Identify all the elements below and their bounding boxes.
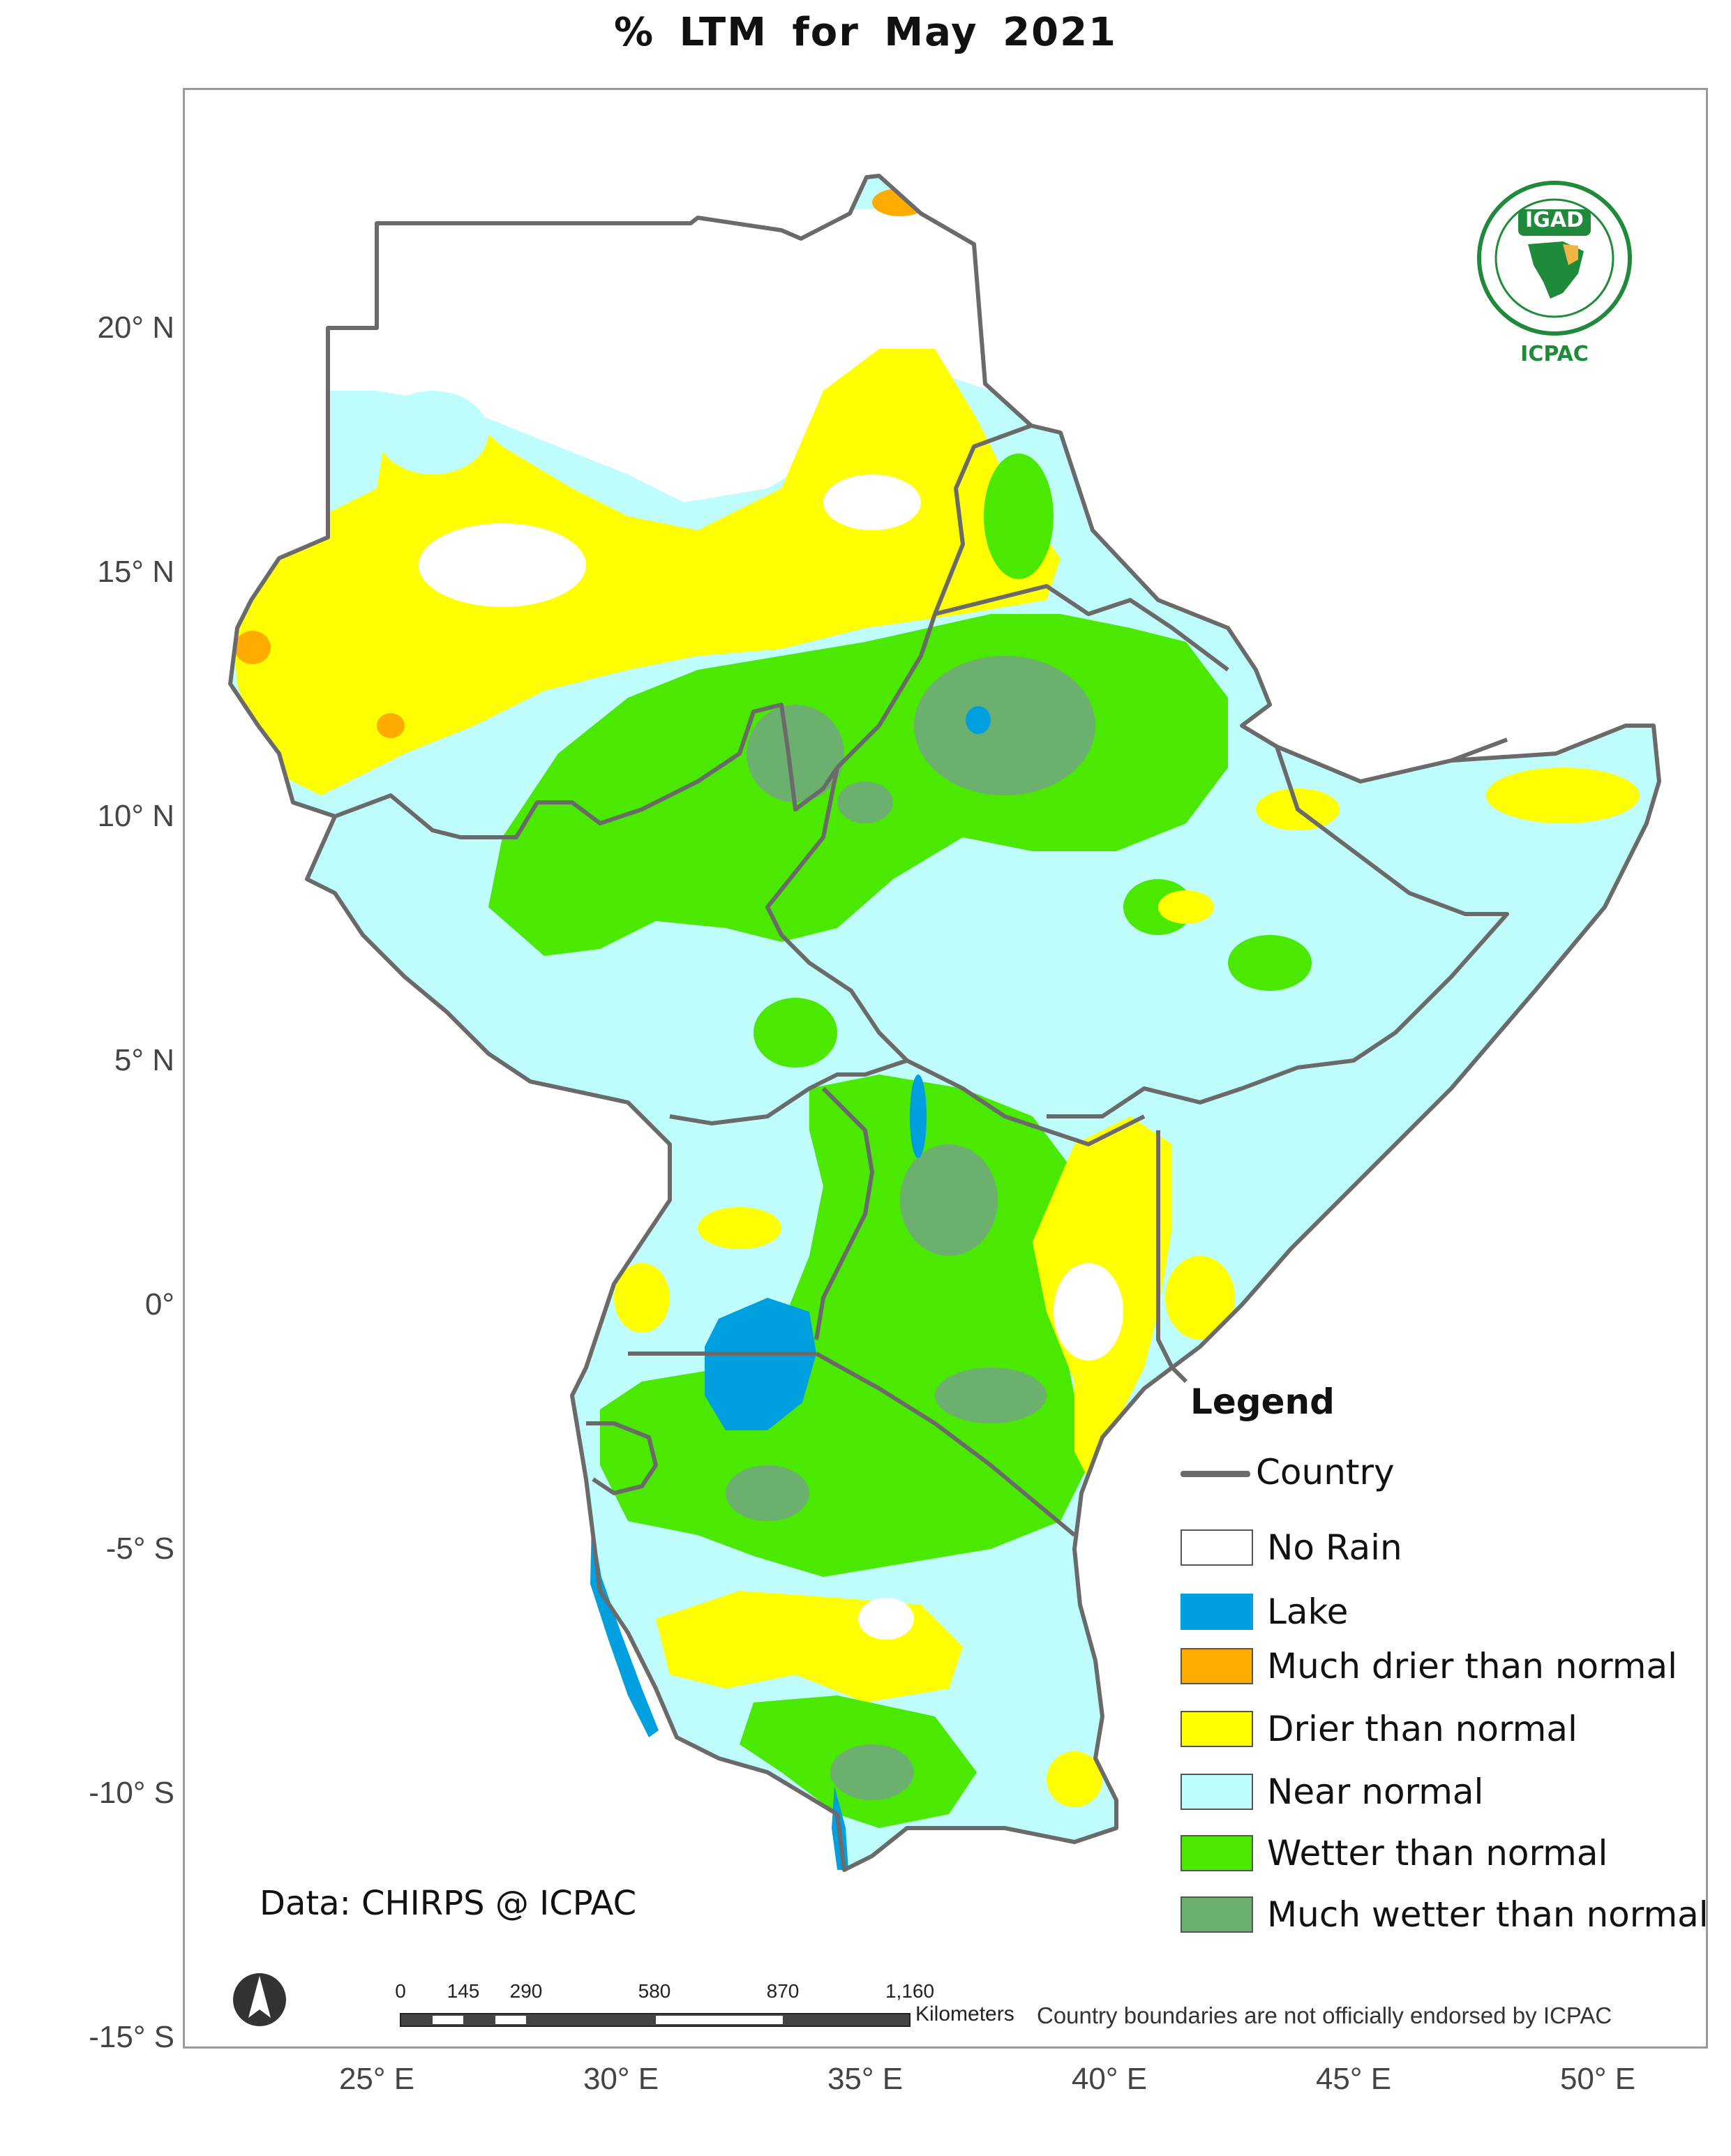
zone-near-normal-north [377, 391, 488, 474]
scale-tick: 1,160 [885, 1980, 935, 2002]
scale-tick: 290 [509, 1980, 543, 2002]
border-uganda-kenya [814, 1086, 874, 1340]
legend-swatch [1181, 1529, 1253, 1566]
zone-wetter-ethiopia-south [1228, 935, 1312, 991]
zone-much-wetter-sudan [747, 705, 844, 802]
border-rwanda-burundi [586, 1421, 658, 1495]
zone-drier-ethiopia [1158, 890, 1214, 924]
lon-label-50e: 50° E [1559, 2062, 1636, 2096]
lat-label-5s: -5° S [105, 1532, 174, 1566]
lat-label-15s: -15° S [89, 2020, 174, 2054]
north-arrow-icon [233, 1973, 286, 2026]
lon-label-40e: 40° E [1071, 2062, 1148, 2096]
scale-tick: 145 [447, 1980, 480, 2002]
zone-much-wetter-tanzania-s [830, 1744, 914, 1800]
legend-swatch [1181, 1594, 1253, 1630]
lon-label-35e: 35° E [827, 2062, 904, 2096]
legend-label: Wetter than normal [1267, 1833, 1608, 1873]
legend-label: Lake [1267, 1592, 1349, 1632]
legend-label: Country [1256, 1452, 1395, 1492]
border-ethiopia-somalia [1047, 746, 1509, 1118]
lat-label-0: 0° [144, 1287, 174, 1322]
zone-wetter-ss-south [754, 998, 837, 1068]
lake-turkana [910, 1075, 927, 1158]
border-south-sudan-uganda [669, 1058, 908, 1125]
lake-tanganyika [590, 1521, 659, 1737]
zone-drier-somalia-south [1165, 1256, 1235, 1340]
zone-no-rain-kenya [1054, 1263, 1123, 1361]
data-credit: Data: CHIRPS @ ICPAC [260, 1884, 637, 1923]
zone-wetter-eritrea [984, 454, 1054, 579]
legend-line-icon [1181, 1471, 1250, 1477]
border-ethiopia-kenya [906, 1058, 1146, 1146]
legend-label: Much drier than normal [1267, 1646, 1678, 1686]
lat-label-15n: 15° N [97, 555, 174, 589]
zone-much-wetter-ss [837, 781, 893, 823]
legend-swatch [1181, 1711, 1253, 1747]
lake-tana [966, 706, 991, 734]
legend-label: Much wetter than normal [1267, 1894, 1709, 1935]
legend-label: Near normal [1267, 1772, 1484, 1812]
border-sudan-ethiopia [835, 424, 1033, 770]
zone-drier-uganda [698, 1207, 781, 1249]
country-boundaries [228, 174, 1661, 1872]
legend-label: No Rain [1267, 1527, 1402, 1568]
border-sudan-south-sudan [334, 703, 839, 839]
zone-much-wetter-tanzania-c [726, 1465, 809, 1521]
scale-bar [400, 2013, 911, 2027]
lake-victoria [705, 1298, 816, 1430]
logo: IGAD ICPAC [1475, 183, 1634, 371]
zone-much-wetter-ethiopia [914, 656, 1095, 795]
legend-swatch [1181, 1835, 1253, 1871]
logo-icpac-text: ICPAC [1520, 342, 1589, 366]
zone-no-rain-tanzania [858, 1598, 914, 1640]
map-title: % LTM for May 2021 [613, 10, 1118, 55]
lon-label-30e: 30° E [583, 2062, 659, 2096]
scale-tick: 870 [766, 1980, 800, 2002]
scale-unit: Kilometers [915, 2002, 1014, 2026]
scale-tick: 580 [638, 1980, 671, 2002]
lat-label-5n: 5° N [114, 1043, 174, 1077]
region-outline [228, 174, 1661, 1872]
zone-much-drier-chad [377, 713, 405, 738]
lat-label-10n: 10° N [97, 799, 174, 833]
lat-label-10s: -10° S [89, 1776, 174, 1810]
zone-drier-somalia-north [1486, 768, 1640, 823]
legend-swatch [1181, 1648, 1253, 1684]
legend-swatch [1181, 1896, 1253, 1933]
legend-title: Legend [1190, 1382, 1335, 1422]
lat-label-20n: 20° N [97, 310, 174, 345]
legend-label: Drier than normal [1267, 1709, 1578, 1749]
border-somalia-somaliland [1450, 738, 1508, 763]
igad-icpac-logo-icon [1477, 181, 1632, 336]
zone-much-wetter-kenya [900, 1144, 998, 1256]
border-ethiopia-south-sudan [765, 767, 909, 1063]
border-eritrea-ethiopia [934, 584, 1229, 672]
zone-drier-drc [614, 1263, 670, 1333]
zone-drier-tanzania-coast [1047, 1751, 1102, 1807]
legend-swatch [1181, 1774, 1253, 1810]
border-kenya-tanzania [815, 1352, 1076, 1537]
border-kenya-somalia [1156, 1130, 1188, 1384]
zone-no-rain-sudan-central [419, 523, 586, 607]
scale-tick: 0 [395, 1980, 406, 2002]
disclaimer: Country boundaries are not officially en… [1037, 2002, 1612, 2028]
lon-label-25e: 25° E [338, 2062, 415, 2096]
zone-much-wetter-tanzania-n [935, 1368, 1047, 1423]
zone-much-drier-west [234, 631, 271, 664]
logo-igad-text: IGAD [1525, 208, 1584, 232]
lon-label-45e: 45° E [1315, 2062, 1392, 2096]
zone-no-rain-sudan-east [823, 474, 921, 530]
